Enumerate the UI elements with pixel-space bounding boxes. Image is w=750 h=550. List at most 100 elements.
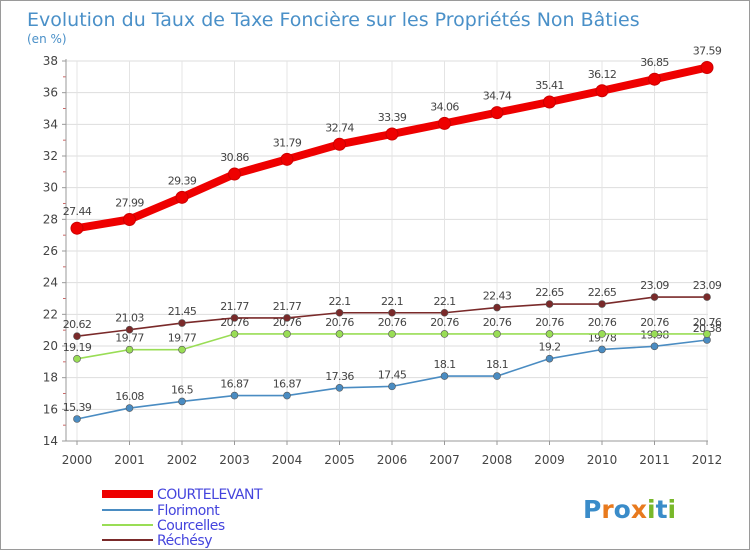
data-label: 27.99 <box>115 196 144 209</box>
data-label: 20.76 <box>483 316 512 329</box>
proxiti-logo: Proxiti <box>583 495 676 524</box>
series-group: 15.39 16.08 16.5 16.87 16.87 17.36 17.45 18.1 18… <box>63 44 722 423</box>
data-point <box>545 300 554 308</box>
y-tick-label: 38 <box>43 54 58 68</box>
data-point <box>178 345 186 354</box>
data-point <box>648 72 661 86</box>
data-label: 35.41 <box>535 79 564 92</box>
data-point <box>73 415 81 423</box>
data-point <box>73 355 81 363</box>
y-tick-label: 20 <box>43 339 58 353</box>
data-label: 37.59 <box>693 44 722 57</box>
data-label: 20.76 <box>378 316 407 329</box>
data-point <box>545 330 554 338</box>
data-label: 21.77 <box>273 300 302 313</box>
data-point <box>175 190 189 204</box>
series-courcelles: 19.19 19.77 19.77 20.76 20.76 20.76 20.76 20.76… <box>63 316 722 363</box>
data-point <box>440 372 449 380</box>
data-point <box>333 137 346 151</box>
data-point <box>703 330 711 338</box>
data-point <box>178 397 186 406</box>
data-point <box>440 308 449 317</box>
data-label: 20.76 <box>588 316 617 329</box>
y-tick-label: 26 <box>43 244 58 258</box>
y-tick-label: 34 <box>43 117 58 131</box>
data-label: 27.44 <box>63 205 92 218</box>
legend-item: Florimont <box>102 503 221 519</box>
x-tick-label: 2004 <box>272 453 303 467</box>
x-tick-label: 2011 <box>639 453 670 467</box>
data-label: 21.77 <box>220 300 249 313</box>
x-tick-label: 2008 <box>482 453 513 467</box>
data-point <box>598 330 606 338</box>
series-réchésy: 20.62 21.03 21.45 21.77 21.77 22.1 22.1 22.1 22.… <box>63 279 722 340</box>
data-point <box>493 372 501 380</box>
x-tick-label: 2012 <box>692 453 723 467</box>
data-label: 36.85 <box>640 56 669 69</box>
x-tick-label: 2005 <box>324 453 355 467</box>
x-tick-label: 2001 <box>114 453 145 467</box>
data-point <box>598 345 606 354</box>
data-point <box>283 330 291 338</box>
legend-label: Réchésy <box>157 533 212 549</box>
data-point <box>283 314 291 322</box>
data-label: 17.36 <box>325 370 354 383</box>
data-label: 22.1 <box>328 295 350 308</box>
data-point <box>650 293 659 301</box>
data-label: 20.76 <box>325 316 354 329</box>
data-label: 34.74 <box>483 90 512 103</box>
y-tick-label: 28 <box>43 212 58 226</box>
y-axis-label: (en %) <box>27 32 67 46</box>
data-label: 20.38 <box>693 322 722 335</box>
data-point <box>335 308 344 317</box>
data-point <box>388 382 396 391</box>
chart-title: Evolution du Taux de Taxe Foncière sur l… <box>27 9 640 31</box>
x-tick-label: 2007 <box>429 453 460 467</box>
data-point <box>388 330 396 338</box>
data-label: 31.79 <box>273 136 302 149</box>
y-tick-labels: 14 16 18 20 22 24 26 28 30 32 34 36 38 <box>43 54 58 448</box>
data-label: 19.77 <box>168 332 197 345</box>
legend-item: Réchésy <box>102 533 213 549</box>
data-label: 20.76 <box>535 316 564 329</box>
data-label: 22.1 <box>381 295 403 308</box>
y-tick-label: 22 <box>43 307 58 321</box>
x-tick-label: 2006 <box>377 453 408 467</box>
y-tick-label: 14 <box>43 434 58 448</box>
data-point <box>543 95 556 109</box>
y-tick-label: 32 <box>43 149 58 163</box>
data-point <box>700 60 714 74</box>
data-label: 23.09 <box>640 279 669 292</box>
series-courtelevant: 27.44 27.99 29.39 30.86 31.79 32.74 33.39 34.06… <box>63 44 722 235</box>
data-point <box>230 391 239 400</box>
data-label: 18.1 <box>433 358 455 371</box>
data-label: 22.43 <box>483 290 512 303</box>
legend-item: Courcelles <box>102 518 225 534</box>
data-label: 19.77 <box>115 332 144 345</box>
data-point <box>335 383 344 392</box>
data-point <box>178 319 186 327</box>
data-point <box>70 221 84 235</box>
legend-label: Courcelles <box>157 518 225 534</box>
y-tick-label: 30 <box>43 181 58 195</box>
data-point <box>650 342 659 351</box>
data-label: 22.65 <box>588 286 617 299</box>
data-label: 20.76 <box>693 316 722 329</box>
data-label: 15.39 <box>63 401 92 414</box>
data-point <box>545 354 554 363</box>
data-label: 16.87 <box>220 378 249 391</box>
data-label: 23.09 <box>693 279 722 292</box>
data-label: 20.62 <box>63 318 92 331</box>
data-point <box>493 303 501 312</box>
data-label: 16.08 <box>115 390 144 403</box>
data-point <box>385 127 399 141</box>
data-label: 21.45 <box>168 305 197 318</box>
data-label: 18.1 <box>486 358 508 371</box>
gridlines <box>66 60 708 442</box>
data-point <box>595 84 609 98</box>
x-tick-labels: 2000 2001 2002 2003 2004 2005 2006 2007 2008 2009… <box>62 453 723 467</box>
x-tick-label: 2000 <box>62 453 93 467</box>
